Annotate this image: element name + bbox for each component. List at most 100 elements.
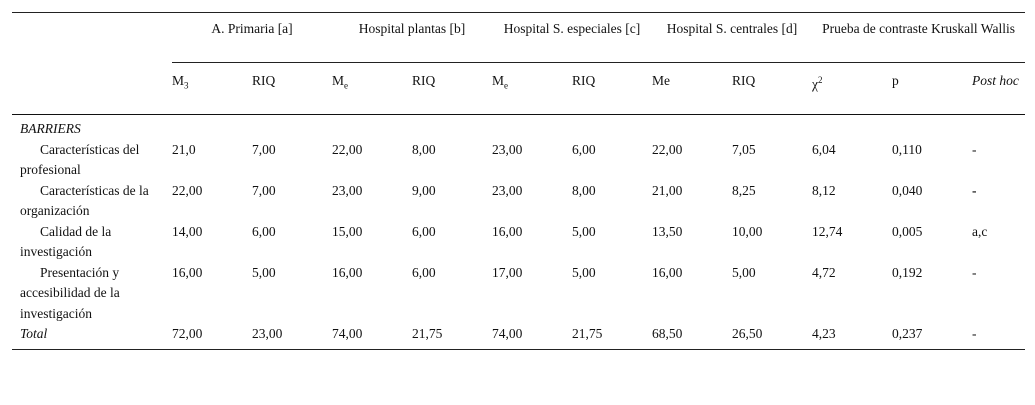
cell: 10,00 xyxy=(732,223,763,239)
row-label: Total xyxy=(12,324,172,350)
corner-cell xyxy=(12,62,172,115)
cell: 5,00 xyxy=(572,223,596,239)
group-header: Hospital plantas [b] xyxy=(332,12,493,63)
cell: 8,25 xyxy=(732,182,756,198)
table-body: A. Primaria [a] Hospital plantas [b] Hospi… xyxy=(12,12,1026,350)
cell: 0,192 xyxy=(892,264,923,280)
cell: 4,23 xyxy=(812,324,893,350)
subheader-text: M xyxy=(492,73,505,88)
cell: 8,12 xyxy=(812,182,836,198)
cell: 22,00 xyxy=(172,182,203,198)
subheader: M3 xyxy=(172,62,252,115)
cell: 5,00 xyxy=(572,264,596,280)
subheader-text: M xyxy=(172,73,185,88)
cell: 22,00 xyxy=(652,141,683,157)
cell: - xyxy=(972,324,1026,350)
cell: 21,00 xyxy=(652,182,683,198)
cell: 22,00 xyxy=(332,141,363,157)
subheader-text: M xyxy=(332,73,345,88)
cell: 7,05 xyxy=(732,141,756,157)
cell: 74,00 xyxy=(332,324,412,350)
subheader-text: Post hoc xyxy=(972,73,1019,88)
group-header: A. Primaria [a] xyxy=(172,12,332,63)
cell: 21,75 xyxy=(412,324,493,350)
cell: 14,00 xyxy=(172,223,203,239)
section-label: BARRIERS xyxy=(20,121,81,136)
row-label: Calidad de la investigación xyxy=(20,223,112,260)
cell: 5,00 xyxy=(732,264,756,280)
subheader-text: p xyxy=(892,73,899,88)
cell: 13,50 xyxy=(652,223,683,239)
row-label: Características de la organización xyxy=(20,182,149,219)
subheader-text: RIQ xyxy=(412,73,436,88)
subheader: p xyxy=(892,62,973,115)
group-header: Hospital S. centrales [d] xyxy=(652,12,813,63)
section-row: BARRIERS xyxy=(12,115,1025,140)
data-row: Presentación y accesibilidad de la inves… xyxy=(12,263,1025,325)
data-row: Calidad de la investigación 14,00 6,00 15,0… xyxy=(12,222,1025,263)
superscript: 2 xyxy=(818,75,823,85)
subheader: χ2 xyxy=(812,62,893,115)
row-label: Características del profesional xyxy=(20,141,140,178)
cell: 7,00 xyxy=(252,182,276,198)
data-row: Características de la organización 22,00 7… xyxy=(12,181,1025,222)
cell: 0,040 xyxy=(892,182,923,198)
cell: 16,00 xyxy=(332,264,363,280)
group-header-row: A. Primaria [a] Hospital plantas [b] Hospi… xyxy=(12,12,1026,63)
subheader: Post hoc xyxy=(972,62,1026,115)
cell: 74,00 xyxy=(492,324,573,350)
subheader: Me xyxy=(492,62,573,115)
subscript: e xyxy=(504,80,509,91)
table: A. Primaria [a] Hospital plantas [b] Hospi… xyxy=(12,12,1026,350)
subheader-text: RIQ xyxy=(572,73,596,88)
subheader: RIQ xyxy=(572,62,653,115)
cell: 8,00 xyxy=(572,182,596,198)
row-label: Presentación y accesibilidad de la inves… xyxy=(20,264,120,321)
cell: 72,00 xyxy=(172,324,252,350)
cell: 26,50 xyxy=(732,324,813,350)
cell: 23,00 xyxy=(492,182,523,198)
subheader-text: RIQ xyxy=(732,73,756,88)
subheader: RIQ xyxy=(252,62,332,115)
data-row: Características del profesional 21,0 7,00 2… xyxy=(12,140,1025,181)
cell: 0,237 xyxy=(892,324,973,350)
group-header: Hospital S. especiales [c] xyxy=(492,12,653,63)
cell: 6,00 xyxy=(412,223,436,239)
subheader: RIQ xyxy=(732,62,813,115)
subheader-text: χ xyxy=(812,76,819,92)
cell: 21,0 xyxy=(172,141,196,157)
subheader-row: M3 RIQ Me RIQ Me RIQ Me RIQ χ2 p Post hoc xyxy=(12,62,1026,115)
cell: 5,00 xyxy=(252,264,276,280)
subheader: RIQ xyxy=(412,62,493,115)
cell: 21,75 xyxy=(572,324,653,350)
cell: 16,00 xyxy=(652,264,683,280)
cell: 6,04 xyxy=(812,141,836,157)
cell: 6,00 xyxy=(252,223,276,239)
subscript: 3 xyxy=(184,80,189,91)
cell: 6,00 xyxy=(572,141,596,157)
group-header: Prueba de contraste Kruskall Wallis xyxy=(812,12,1026,63)
cell: 68,50 xyxy=(652,324,733,350)
cell: 15,00 xyxy=(332,223,363,239)
cell: 6,00 xyxy=(412,264,436,280)
cell: 0,005 xyxy=(892,223,923,239)
subheader: Me xyxy=(652,62,733,115)
cell: 12,74 xyxy=(812,223,843,239)
subheader-text: Me xyxy=(652,73,671,88)
cell: 23,00 xyxy=(332,182,363,198)
data-row: Total 72,00 23,00 74,00 21,75 74,00 21,75 68,50… xyxy=(12,324,1026,350)
cell: 8,00 xyxy=(412,141,436,157)
cell: 7,00 xyxy=(252,141,276,157)
cell: 4,72 xyxy=(812,264,836,280)
cell: 23,00 xyxy=(492,141,523,157)
subscript: e xyxy=(344,80,349,91)
cell: 23,00 xyxy=(252,324,332,350)
corner-cell xyxy=(12,12,172,63)
cell: - xyxy=(972,182,977,198)
table-container: A. Primaria [a] Hospital plantas [b] Hospi… xyxy=(12,12,1026,350)
subheader-text: RIQ xyxy=(252,73,276,88)
cell: 9,00 xyxy=(412,182,436,198)
cell: 16,00 xyxy=(172,264,203,280)
cell: - xyxy=(972,141,977,157)
cell: 17,00 xyxy=(492,264,523,280)
